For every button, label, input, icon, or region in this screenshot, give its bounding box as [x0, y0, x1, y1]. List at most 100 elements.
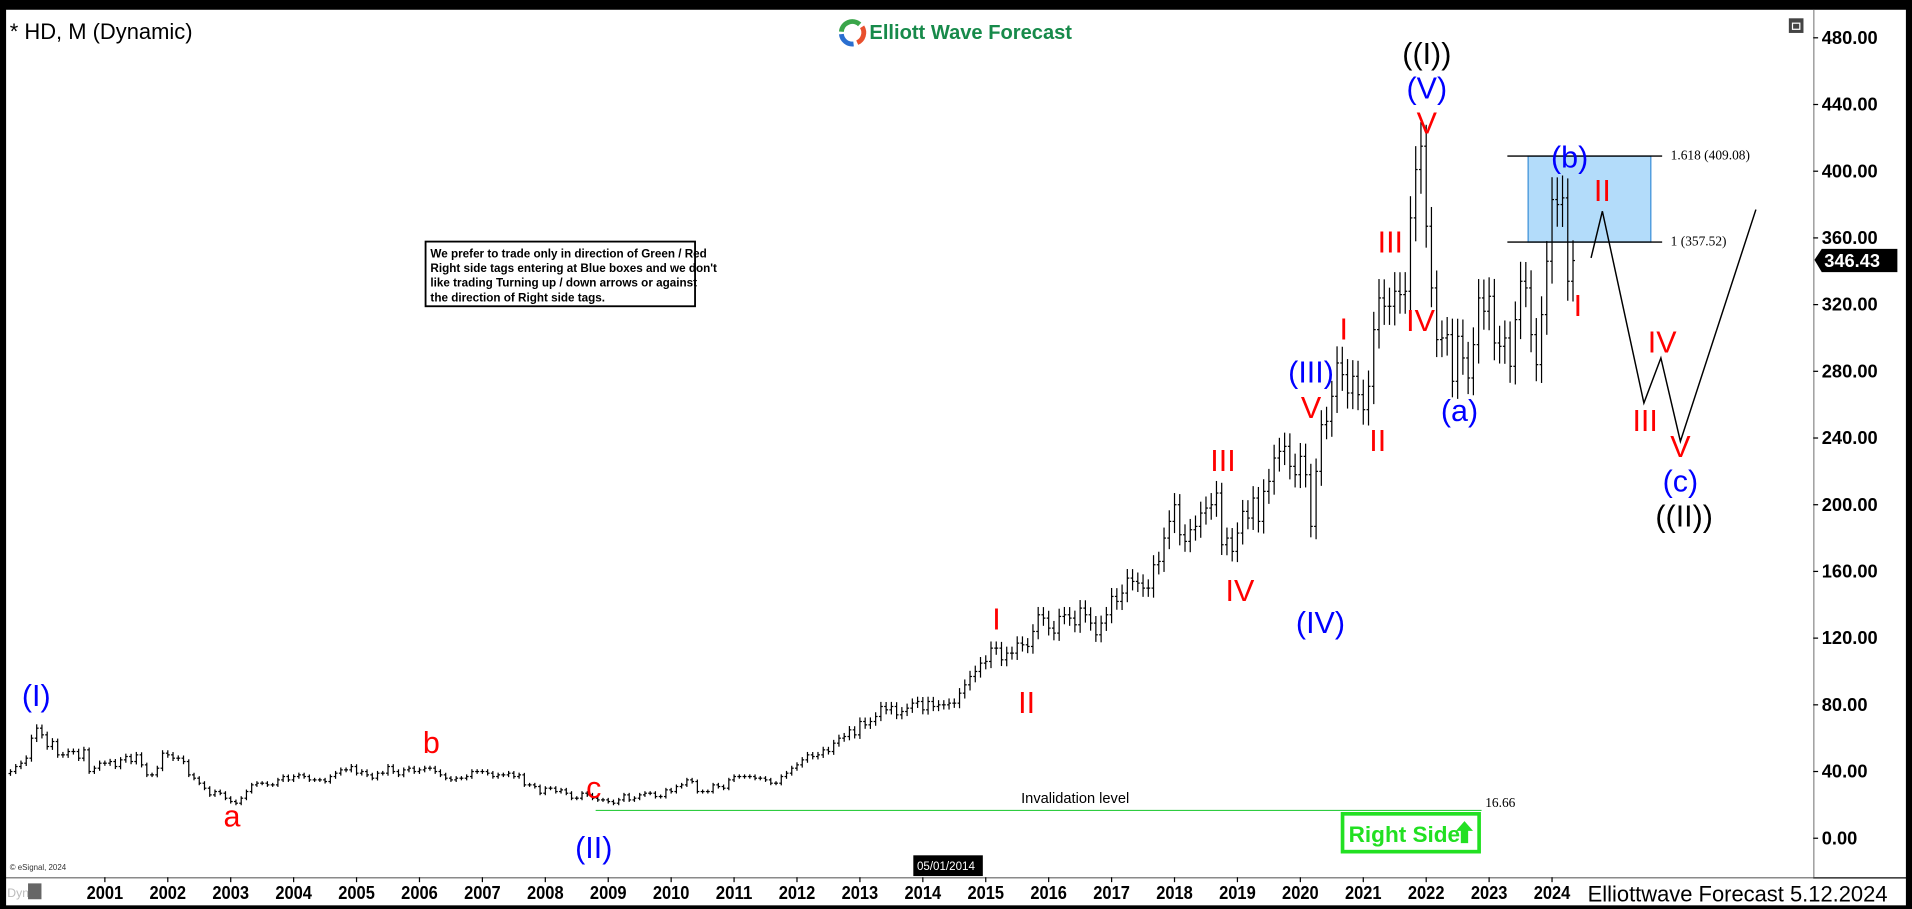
x-tick-label: 2007: [464, 882, 501, 903]
price-bar: [574, 796, 579, 801]
price-bar: [1093, 615, 1098, 642]
price-bar: [1329, 380, 1334, 437]
right-side-tag: Right Side: [1340, 811, 1481, 854]
logo: Elliott Wave Forecast: [838, 19, 1072, 47]
price-bar: [328, 774, 333, 784]
price-bar: [171, 752, 175, 761]
price-bar: [905, 703, 910, 717]
invalidation-label: Invalidation level: [1021, 791, 1129, 807]
x-tick-label: 2001: [87, 882, 124, 903]
price-bar: [1104, 606, 1109, 631]
wave-label: (b): [1551, 141, 1588, 175]
price-bar: [920, 696, 925, 715]
restore-window-button[interactable]: [1788, 18, 1804, 33]
price-bar: [1088, 607, 1093, 631]
price-bar: [1466, 341, 1471, 395]
price-bar: [380, 770, 385, 776]
price-bar: [1256, 486, 1261, 533]
dyn-icon[interactable]: [28, 883, 42, 900]
x-tick-label: 2008: [527, 882, 564, 903]
price-bar: [312, 777, 317, 782]
price-bar: [1224, 527, 1229, 556]
price-bar: [192, 772, 196, 781]
price-bar: [197, 776, 202, 786]
price-bar: [674, 784, 679, 794]
price-bar: [1403, 272, 1408, 314]
price-bar: [24, 755, 29, 766]
price-bar: [1398, 272, 1402, 314]
price-bar: [144, 762, 149, 778]
price-bar: [553, 786, 558, 794]
x-tick-label: 2011: [716, 882, 753, 903]
price-bar: [349, 764, 354, 773]
price-bar: [1419, 121, 1423, 194]
price-bar: [611, 799, 616, 806]
price-bar: [71, 748, 76, 755]
wave-label: II: [1369, 424, 1386, 458]
wave-label: ((I)): [1402, 37, 1451, 71]
price-bar: [627, 792, 632, 802]
price-bar: [34, 724, 39, 743]
price-bar: [1340, 346, 1345, 391]
price-bar: [952, 698, 957, 708]
price-bar: [81, 746, 86, 762]
price-bar: [1272, 444, 1277, 495]
y-tick-label: 400.00: [1822, 160, 1878, 181]
price-bar: [1508, 321, 1513, 383]
price-bar: [999, 641, 1004, 667]
x-tick-label: 2016: [1030, 882, 1067, 903]
price-bar: [842, 732, 847, 742]
price-bar: [228, 796, 233, 804]
projection-path: [1590, 209, 1757, 445]
y-tick-label: 160.00: [1822, 561, 1878, 582]
price-bar: [160, 750, 165, 772]
price-bar: [412, 765, 417, 774]
wave-label: V: [1670, 430, 1691, 464]
price-bar: [564, 787, 569, 796]
price-bar: [957, 688, 962, 709]
price-bar: [286, 774, 291, 782]
dyn-label[interactable]: Dyn: [7, 886, 29, 900]
price-bar: [1046, 610, 1051, 636]
price-bar: [1109, 587, 1114, 624]
price-bar: [129, 753, 134, 765]
price-bar: [260, 781, 265, 786]
wave-label: (a): [1441, 394, 1478, 428]
price-bar: [181, 755, 186, 765]
price-bar: [1282, 432, 1287, 466]
x-tick-label: 2024: [1534, 882, 1571, 903]
price-bar: [359, 769, 364, 776]
price-bar: [1335, 346, 1340, 413]
right-side-label: Right Side: [1349, 822, 1460, 847]
price-bar: [1550, 177, 1554, 284]
invalidation-value: 16.66: [1485, 795, 1515, 810]
price-bar: [831, 739, 836, 755]
price-bar: [742, 774, 747, 779]
price-bar: [758, 776, 763, 781]
price-bar: [39, 724, 44, 739]
price-bar: [186, 759, 191, 778]
price-bar: [490, 771, 495, 779]
price-bar: [889, 701, 894, 715]
price-bar: [559, 787, 563, 794]
price-bar: [616, 797, 621, 806]
price-bar: [1235, 522, 1240, 563]
wave-label: b: [423, 726, 440, 760]
price-bar: [375, 770, 380, 781]
x-tick-label: 2017: [1093, 882, 1130, 903]
price-bar: [763, 776, 768, 782]
price-bar: [422, 765, 427, 773]
wave-label: III: [1378, 226, 1403, 260]
price-bar: [1518, 261, 1523, 340]
price-bar: [543, 786, 548, 796]
price-bar: [480, 769, 485, 774]
x-tick-label: 2019: [1219, 882, 1256, 903]
price-bar: [8, 769, 13, 776]
price-bar: [910, 698, 915, 713]
wave-label: IV: [1406, 304, 1435, 338]
wave-label: I: [1340, 312, 1348, 346]
price-bar: [1371, 311, 1376, 405]
x-tick-label: 2021: [1345, 882, 1382, 903]
